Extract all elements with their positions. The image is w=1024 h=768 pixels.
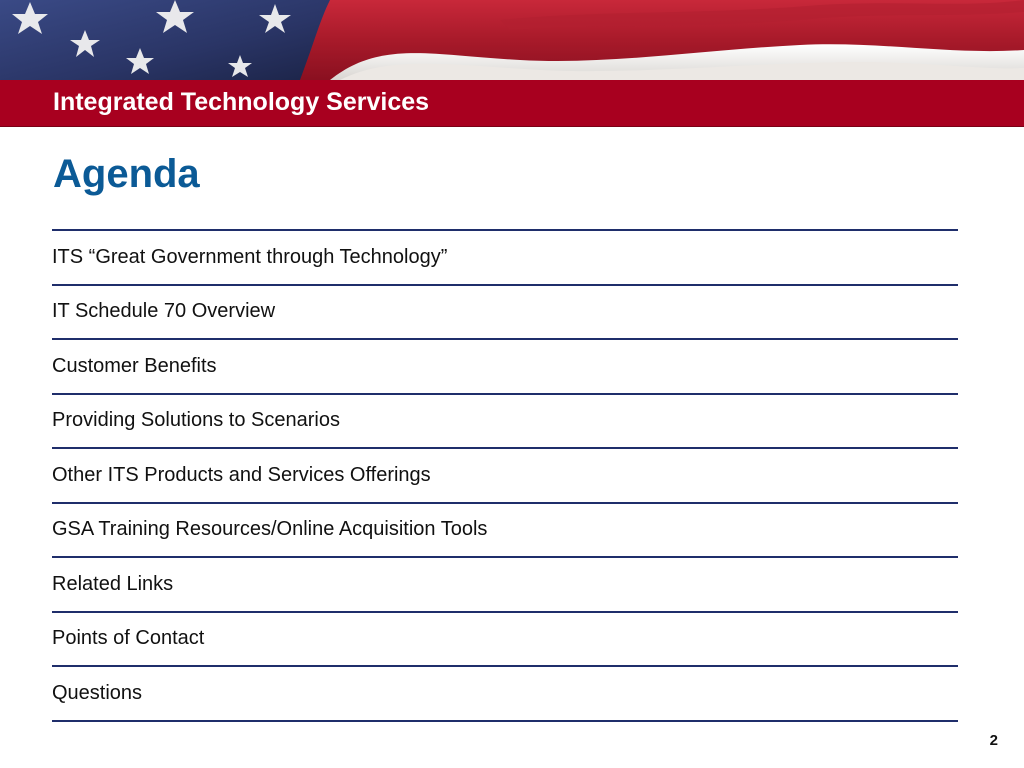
agenda-item-label: Related Links — [52, 572, 174, 595]
agenda-item-label: IT Schedule 70 Overview — [52, 300, 276, 323]
agenda-item: ITS “Great Government through Technology… — [52, 231, 958, 286]
slide-heading: Agenda — [53, 152, 200, 196]
agenda-item-label: Providing Solutions to Scenarios — [52, 409, 340, 432]
agenda-item-label: GSA Training Resources/Online Acquisitio… — [52, 518, 488, 541]
agenda-item: Questions — [52, 667, 958, 722]
agenda-item: Providing Solutions to Scenarios — [52, 395, 958, 449]
agenda-item-label: ITS “Great Government through Technology… — [52, 245, 448, 268]
agenda-list: ITS “Great Government through Technology… — [52, 229, 958, 722]
agenda-item: Related Links — [52, 558, 958, 613]
agenda-item: Other ITS Products and Services Offering… — [52, 449, 958, 504]
agenda-item-label: Other ITS Products and Services Offering… — [52, 463, 431, 486]
agenda-item-label: Questions — [52, 681, 143, 704]
agenda-item-label: Customer Benefits — [52, 354, 217, 377]
page-number: 2 — [989, 732, 998, 749]
agenda-item: GSA Training Resources/Online Acquisitio… — [52, 504, 958, 558]
agenda-item: Customer Benefits — [52, 340, 958, 395]
agenda-item: Points of Contact — [52, 613, 958, 667]
flag-banner-image — [0, 0, 1024, 80]
agenda-item-label: Points of Contact — [52, 627, 205, 650]
org-title-bar: Integrated Technology Services — [0, 80, 1024, 127]
org-title: Integrated Technology Services — [53, 88, 430, 116]
agenda-item: IT Schedule 70 Overview — [52, 286, 958, 340]
